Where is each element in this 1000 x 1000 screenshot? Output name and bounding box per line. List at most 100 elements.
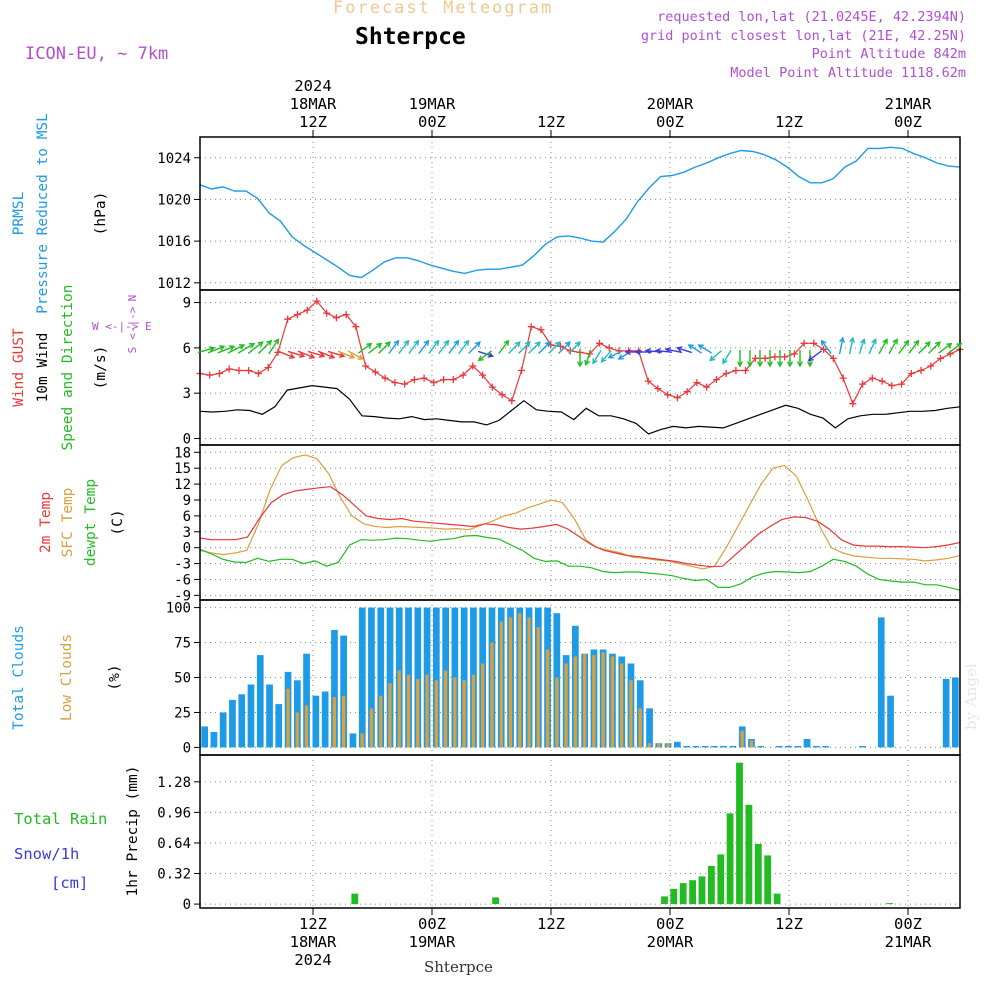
wind-arrowhead	[574, 341, 581, 348]
bar-total-rain	[717, 854, 725, 905]
gust-marker	[537, 326, 545, 334]
bar-total-clouds	[775, 746, 783, 748]
bar-total-clouds	[247, 684, 255, 748]
wind-arrow	[548, 341, 561, 354]
wind-arrow	[528, 341, 541, 354]
wind-arrowhead	[338, 352, 346, 358]
gust-marker	[206, 371, 214, 379]
gust-marker	[508, 397, 516, 405]
time-tick-label: 20MAR	[647, 95, 694, 113]
wind-arrowhead	[366, 342, 373, 349]
wind-arrowhead	[348, 353, 356, 359]
y-tick-label: 1012	[157, 276, 191, 292]
gust-marker	[391, 379, 399, 387]
wind-arrow	[337, 350, 355, 359]
gust-marker	[868, 374, 876, 382]
wind-arrow	[468, 341, 481, 354]
wind-arrow	[498, 340, 509, 355]
wind-arrowhead	[318, 352, 326, 358]
gust-marker	[381, 374, 389, 382]
gust-marker	[469, 362, 477, 370]
wind-arrow	[388, 340, 399, 355]
y-tick-label: 1.28	[157, 775, 191, 791]
wind-arrow	[197, 347, 215, 354]
bar-total-rain	[689, 880, 696, 905]
wind-arrow	[268, 339, 279, 355]
bar-total-rain	[698, 876, 706, 905]
time-tick-label: 12Z	[775, 113, 803, 131]
series-line-pressure	[199, 146, 961, 279]
compass-south: S	[126, 347, 139, 354]
wind-arrow	[677, 347, 693, 354]
bar-low-clouds	[499, 621, 503, 748]
bar-total-clouds	[460, 607, 468, 748]
bar-total-clouds	[646, 708, 653, 748]
y-tick-label: -3	[174, 557, 191, 573]
time-tick-label: 00Z	[656, 113, 684, 131]
bar-total-clouds	[822, 746, 829, 748]
wind-arrow	[608, 350, 622, 359]
wind-arrowhead	[956, 342, 963, 349]
model-label: ICON-EU, ~ 7km	[25, 44, 169, 64]
wind-arrowhead	[607, 353, 614, 359]
wind-arrow	[665, 348, 683, 354]
gust-marker	[420, 374, 428, 382]
wind-arrowhead	[806, 361, 814, 368]
wind-arrowhead	[298, 352, 306, 358]
wind-arrow	[947, 343, 962, 354]
rain-label: Total Rain	[14, 810, 107, 828]
bar-total-clouds	[757, 746, 765, 748]
axis-label: (C)	[110, 509, 126, 535]
wind-arrowhead	[376, 342, 383, 349]
model-point-altitude: Model Point Altitude 1118.62m	[730, 65, 966, 81]
gust-marker	[751, 354, 759, 362]
wind-arrow	[317, 350, 335, 359]
bar-low-clouds	[453, 677, 457, 748]
bar-low-clouds	[481, 663, 485, 748]
bar-total-rain	[661, 896, 668, 904]
axis-label: (%)	[107, 664, 123, 690]
wind-arrowhead	[384, 341, 391, 348]
gust-marker	[937, 354, 944, 362]
bar-total-clouds	[813, 746, 820, 748]
wind-arrowhead	[903, 339, 910, 346]
wind-arrow	[247, 341, 264, 354]
gust-marker	[518, 367, 525, 374]
wind-arrowhead	[654, 348, 661, 354]
bar-total-clouds	[377, 607, 385, 748]
wind-arrow	[928, 341, 941, 354]
bar-total-clouds	[859, 746, 866, 748]
time-tick-label: 18MAR	[290, 933, 337, 951]
wind-arrow	[918, 341, 931, 354]
bar-total-rain	[708, 865, 715, 905]
bar-low-clouds	[555, 677, 559, 748]
wind-arrowhead	[238, 344, 246, 350]
wind-arrowhead	[463, 339, 470, 346]
wind-arrow	[821, 340, 832, 355]
wind-arrowhead	[487, 352, 494, 358]
wind-arrow	[257, 340, 272, 355]
gust-marker	[820, 345, 828, 353]
wind-arrow	[448, 340, 459, 355]
wind-arrow	[207, 345, 225, 354]
wind-arrowhead	[796, 361, 804, 368]
y-tick-label: 6	[183, 341, 191, 357]
gust-marker	[284, 315, 292, 323]
gust-marker	[371, 368, 379, 376]
time-tick-label: 12Z	[775, 915, 803, 933]
wind-arrow	[558, 341, 571, 354]
gust-marker	[430, 379, 438, 387]
axis-label: 2m Temp	[38, 492, 54, 553]
bar-low-clouds	[518, 613, 522, 748]
gust-marker	[790, 350, 798, 358]
wind-arrowhead	[474, 341, 481, 348]
wind-arrowhead	[676, 346, 683, 352]
wind-arrow	[858, 339, 865, 355]
wind-arrowhead	[503, 339, 510, 346]
wind-arrow	[848, 337, 854, 355]
wind-arrowhead	[849, 336, 855, 344]
y-tick-label: 3	[183, 386, 191, 402]
bar-low-clouds	[527, 617, 531, 748]
panel-frame	[199, 289, 961, 446]
